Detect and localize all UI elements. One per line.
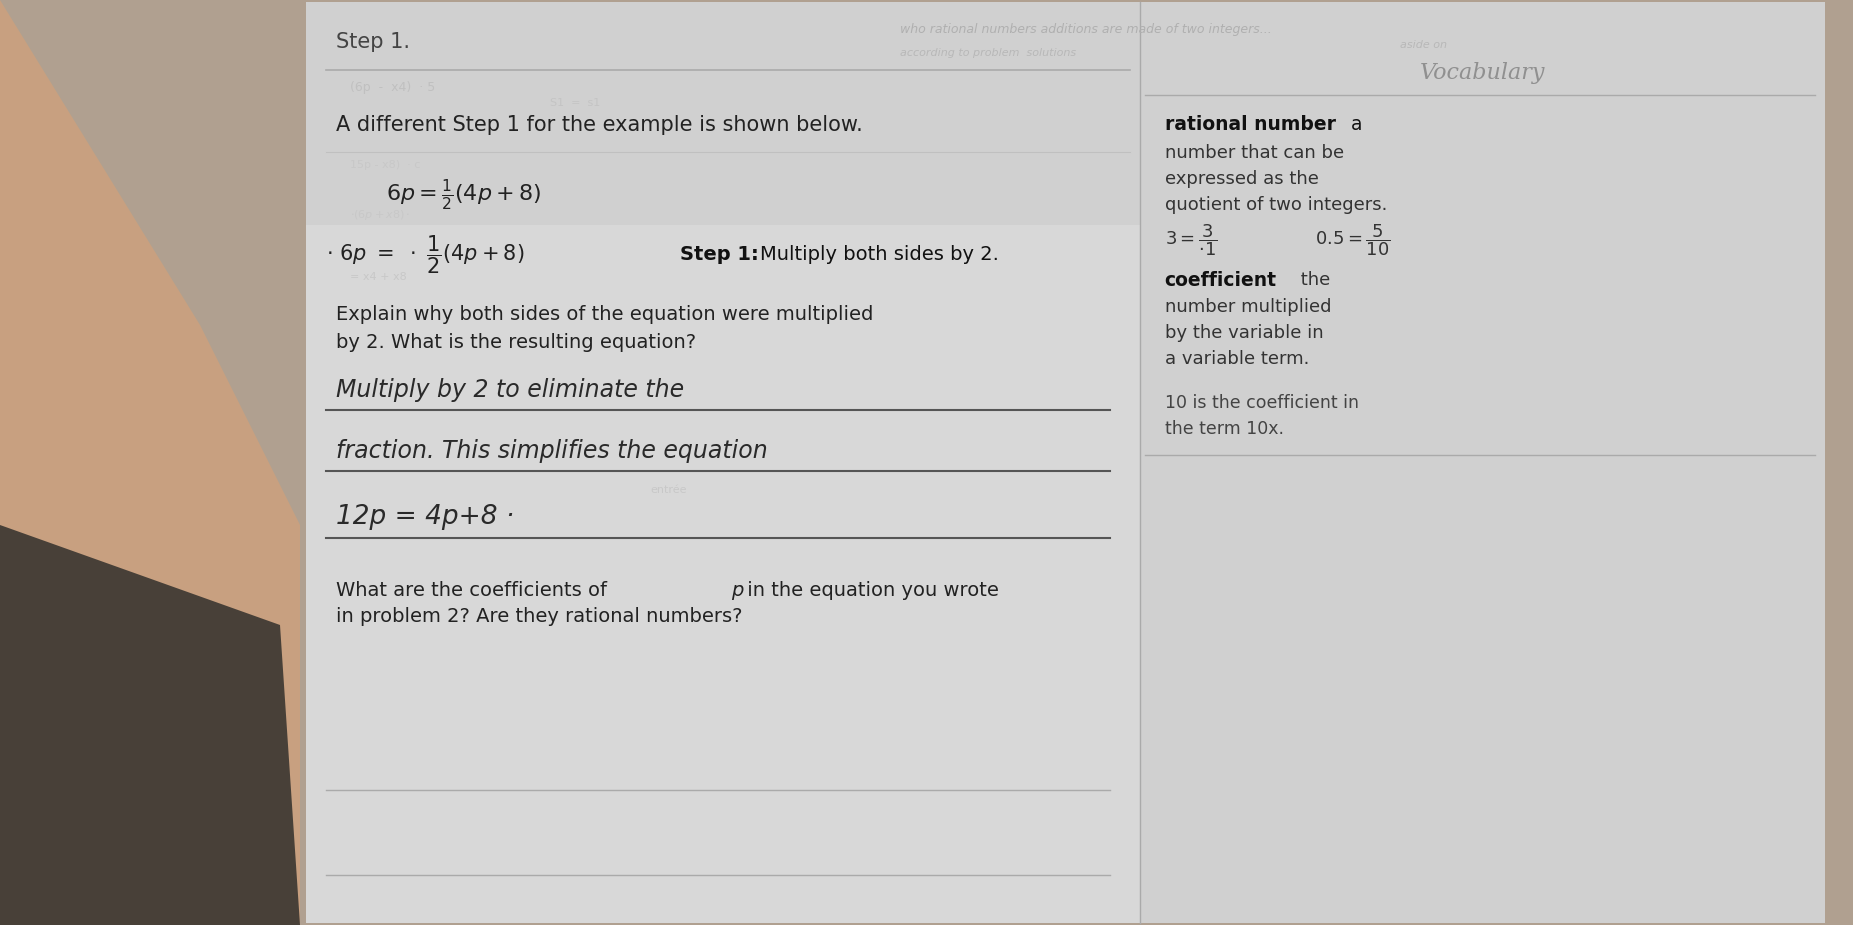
Text: Explain why both sides of the equation were multiplied: Explain why both sides of the equation w… [335, 305, 873, 325]
Text: number multiplied: number multiplied [1164, 298, 1330, 316]
Text: What are the coefficients of: What are the coefficients of [335, 581, 613, 599]
Text: $3 = \dfrac{3}{\cdot 1}$: $3 = \dfrac{3}{\cdot 1}$ [1164, 222, 1217, 258]
Text: number that can be: number that can be [1164, 144, 1343, 162]
Text: the: the [1295, 271, 1330, 289]
Text: fraction. This simplifies the equation: fraction. This simplifies the equation [335, 439, 767, 463]
FancyBboxPatch shape [306, 2, 1825, 225]
Text: entrée: entrée [650, 485, 686, 495]
Text: expressed as the: expressed as the [1164, 170, 1319, 188]
Text: A different Step 1 for the example is shown below.: A different Step 1 for the example is sh… [335, 115, 862, 135]
Text: Vocabulary: Vocabulary [1419, 62, 1545, 84]
Text: $0.5 = \dfrac{5}{10}$: $0.5 = \dfrac{5}{10}$ [1314, 222, 1390, 258]
Text: Step 1:: Step 1: [680, 245, 758, 265]
Text: p: p [730, 581, 743, 599]
FancyBboxPatch shape [1140, 2, 1825, 923]
Text: quotient of two integers.: quotient of two integers. [1164, 196, 1386, 214]
Text: rational number: rational number [1164, 116, 1336, 134]
Text: a: a [1345, 116, 1362, 134]
Text: $\cdot\ 6p\ =\ \cdot\ \dfrac{1}{2}(4p + 8)$: $\cdot\ 6p\ =\ \cdot\ \dfrac{1}{2}(4p + … [326, 234, 524, 277]
Text: a variable term.: a variable term. [1164, 350, 1308, 368]
Text: in problem 2? Are they rational numbers?: in problem 2? Are they rational numbers? [335, 608, 743, 626]
Text: = x4 + x8: = x4 + x8 [350, 272, 408, 282]
Text: aside on: aside on [1401, 40, 1447, 50]
Text: 12p = 4p+8 ·: 12p = 4p+8 · [335, 504, 513, 530]
Text: 10 is the coefficient in: 10 is the coefficient in [1164, 394, 1358, 412]
Text: 15p - x8)  · c: 15p - x8) · c [350, 160, 421, 170]
Text: by 2. What is the resulting equation?: by 2. What is the resulting equation? [335, 332, 697, 352]
Text: the term 10x.: the term 10x. [1164, 420, 1284, 438]
Text: Multiply both sides by 2.: Multiply both sides by 2. [760, 245, 999, 265]
Text: $\cdot (6p + x8) \cdot$: $\cdot (6p + x8) \cdot$ [350, 208, 410, 222]
Text: who rational numbers additions are made of two integers...: who rational numbers additions are made … [901, 23, 1271, 36]
Text: Multiply by 2 to eliminate the: Multiply by 2 to eliminate the [335, 378, 684, 402]
Text: according to problem  solutions: according to problem solutions [901, 48, 1077, 58]
Polygon shape [0, 525, 300, 925]
Text: coefficient: coefficient [1164, 270, 1277, 290]
Text: S1  =  s1: S1 = s1 [550, 98, 600, 108]
Polygon shape [0, 0, 300, 925]
Text: (6p  -  x4)  · 5: (6p - x4) · 5 [350, 80, 435, 93]
Text: in the equation you wrote: in the equation you wrote [741, 581, 999, 599]
Text: by the variable in: by the variable in [1164, 324, 1323, 342]
Text: $6p = \frac{1}{2}(4p + 8)$: $6p = \frac{1}{2}(4p + 8)$ [385, 178, 541, 213]
FancyBboxPatch shape [306, 2, 1825, 923]
Text: Step 1.: Step 1. [335, 32, 410, 52]
